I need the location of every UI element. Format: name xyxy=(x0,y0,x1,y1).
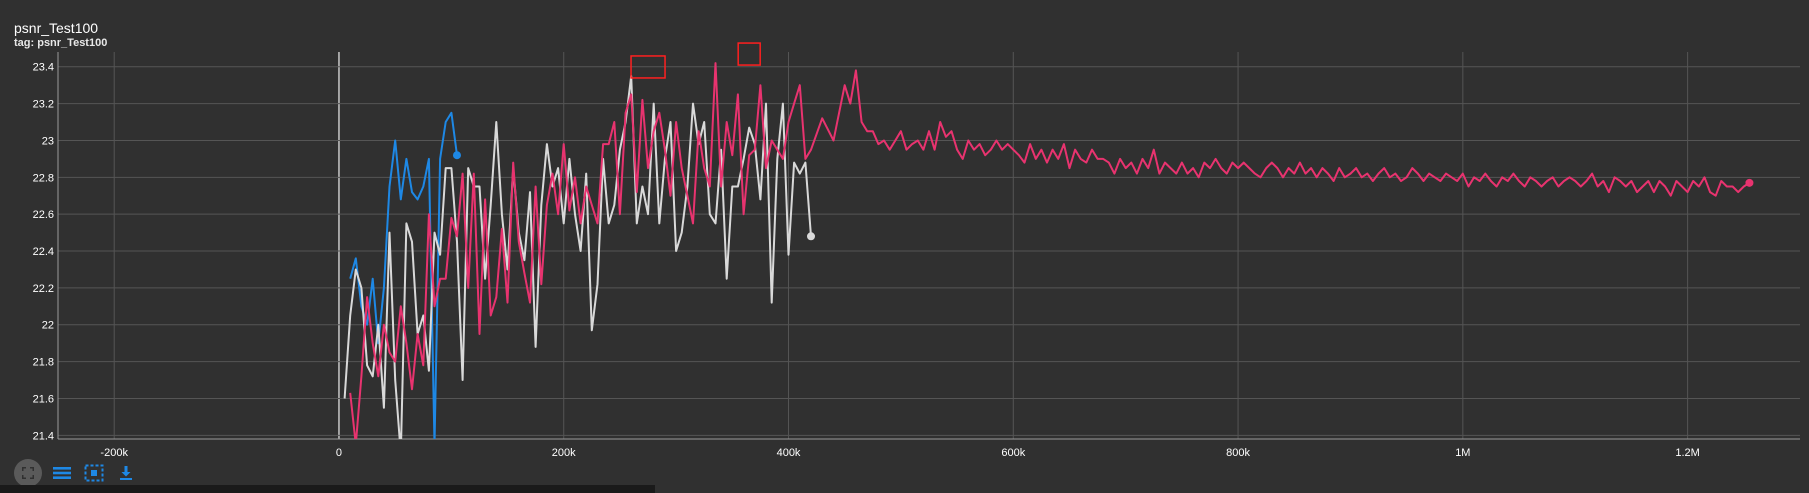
x-tick-label: 200k xyxy=(552,447,576,459)
series-line-0 xyxy=(349,111,458,439)
y-tick-label: 21.6 xyxy=(33,393,54,405)
download-icon xyxy=(120,466,132,480)
toggle-lines-button[interactable] xyxy=(50,461,74,485)
y-tick-label: 22.2 xyxy=(33,283,54,295)
x-tick-label: 0 xyxy=(336,447,342,459)
download-button[interactable] xyxy=(114,461,138,485)
x-tick-label: 600k xyxy=(1001,447,1025,459)
series-end-point-2 xyxy=(1745,178,1754,187)
y-tick-label: 23 xyxy=(42,135,54,147)
y-tick-label: 22 xyxy=(42,320,54,332)
axis-layer: -200k 0 200k 400k 600k 800k 1M 1.2M 21.4 21.6 21.8… xyxy=(33,52,1800,459)
y-tick-label: 22.6 xyxy=(33,209,54,221)
fit-domain-button[interactable] xyxy=(82,461,106,485)
chart-toolbar xyxy=(14,459,138,487)
highlight-layer xyxy=(630,42,761,79)
x-tick-label: 400k xyxy=(777,447,801,459)
y-tick-label: 21.8 xyxy=(33,357,54,369)
highlight-box xyxy=(630,55,666,79)
y-tick-label: 23.4 xyxy=(33,62,54,74)
y-tick-label: 23.2 xyxy=(33,99,54,111)
expand-icon xyxy=(22,467,34,479)
y-tick-label: 21.4 xyxy=(33,430,54,442)
scroll-strip xyxy=(0,485,655,493)
x-tick-label: 800k xyxy=(1226,447,1250,459)
x-tick-label: 1M xyxy=(1455,447,1470,459)
series-layer xyxy=(343,62,1754,439)
series-end-point-0 xyxy=(452,151,461,160)
series-line-1 xyxy=(343,75,812,439)
lines-icon xyxy=(53,467,71,479)
x-tick-label: 1.2M xyxy=(1675,447,1699,459)
chart-title: psnr_Test100 xyxy=(14,20,99,36)
x-tick-label: -200k xyxy=(100,447,128,459)
y-tick-label: 22.4 xyxy=(33,246,54,258)
grid-layer xyxy=(58,52,1800,439)
fit-domain-icon xyxy=(84,464,104,482)
y-tick-label: 22.8 xyxy=(33,172,54,184)
expand-button[interactable] xyxy=(14,459,42,487)
highlight-box xyxy=(737,42,761,66)
series-line-2 xyxy=(349,62,1750,439)
series-end-point-1 xyxy=(806,232,815,241)
chart-tag: tag: psnr_Test100 xyxy=(14,37,108,49)
